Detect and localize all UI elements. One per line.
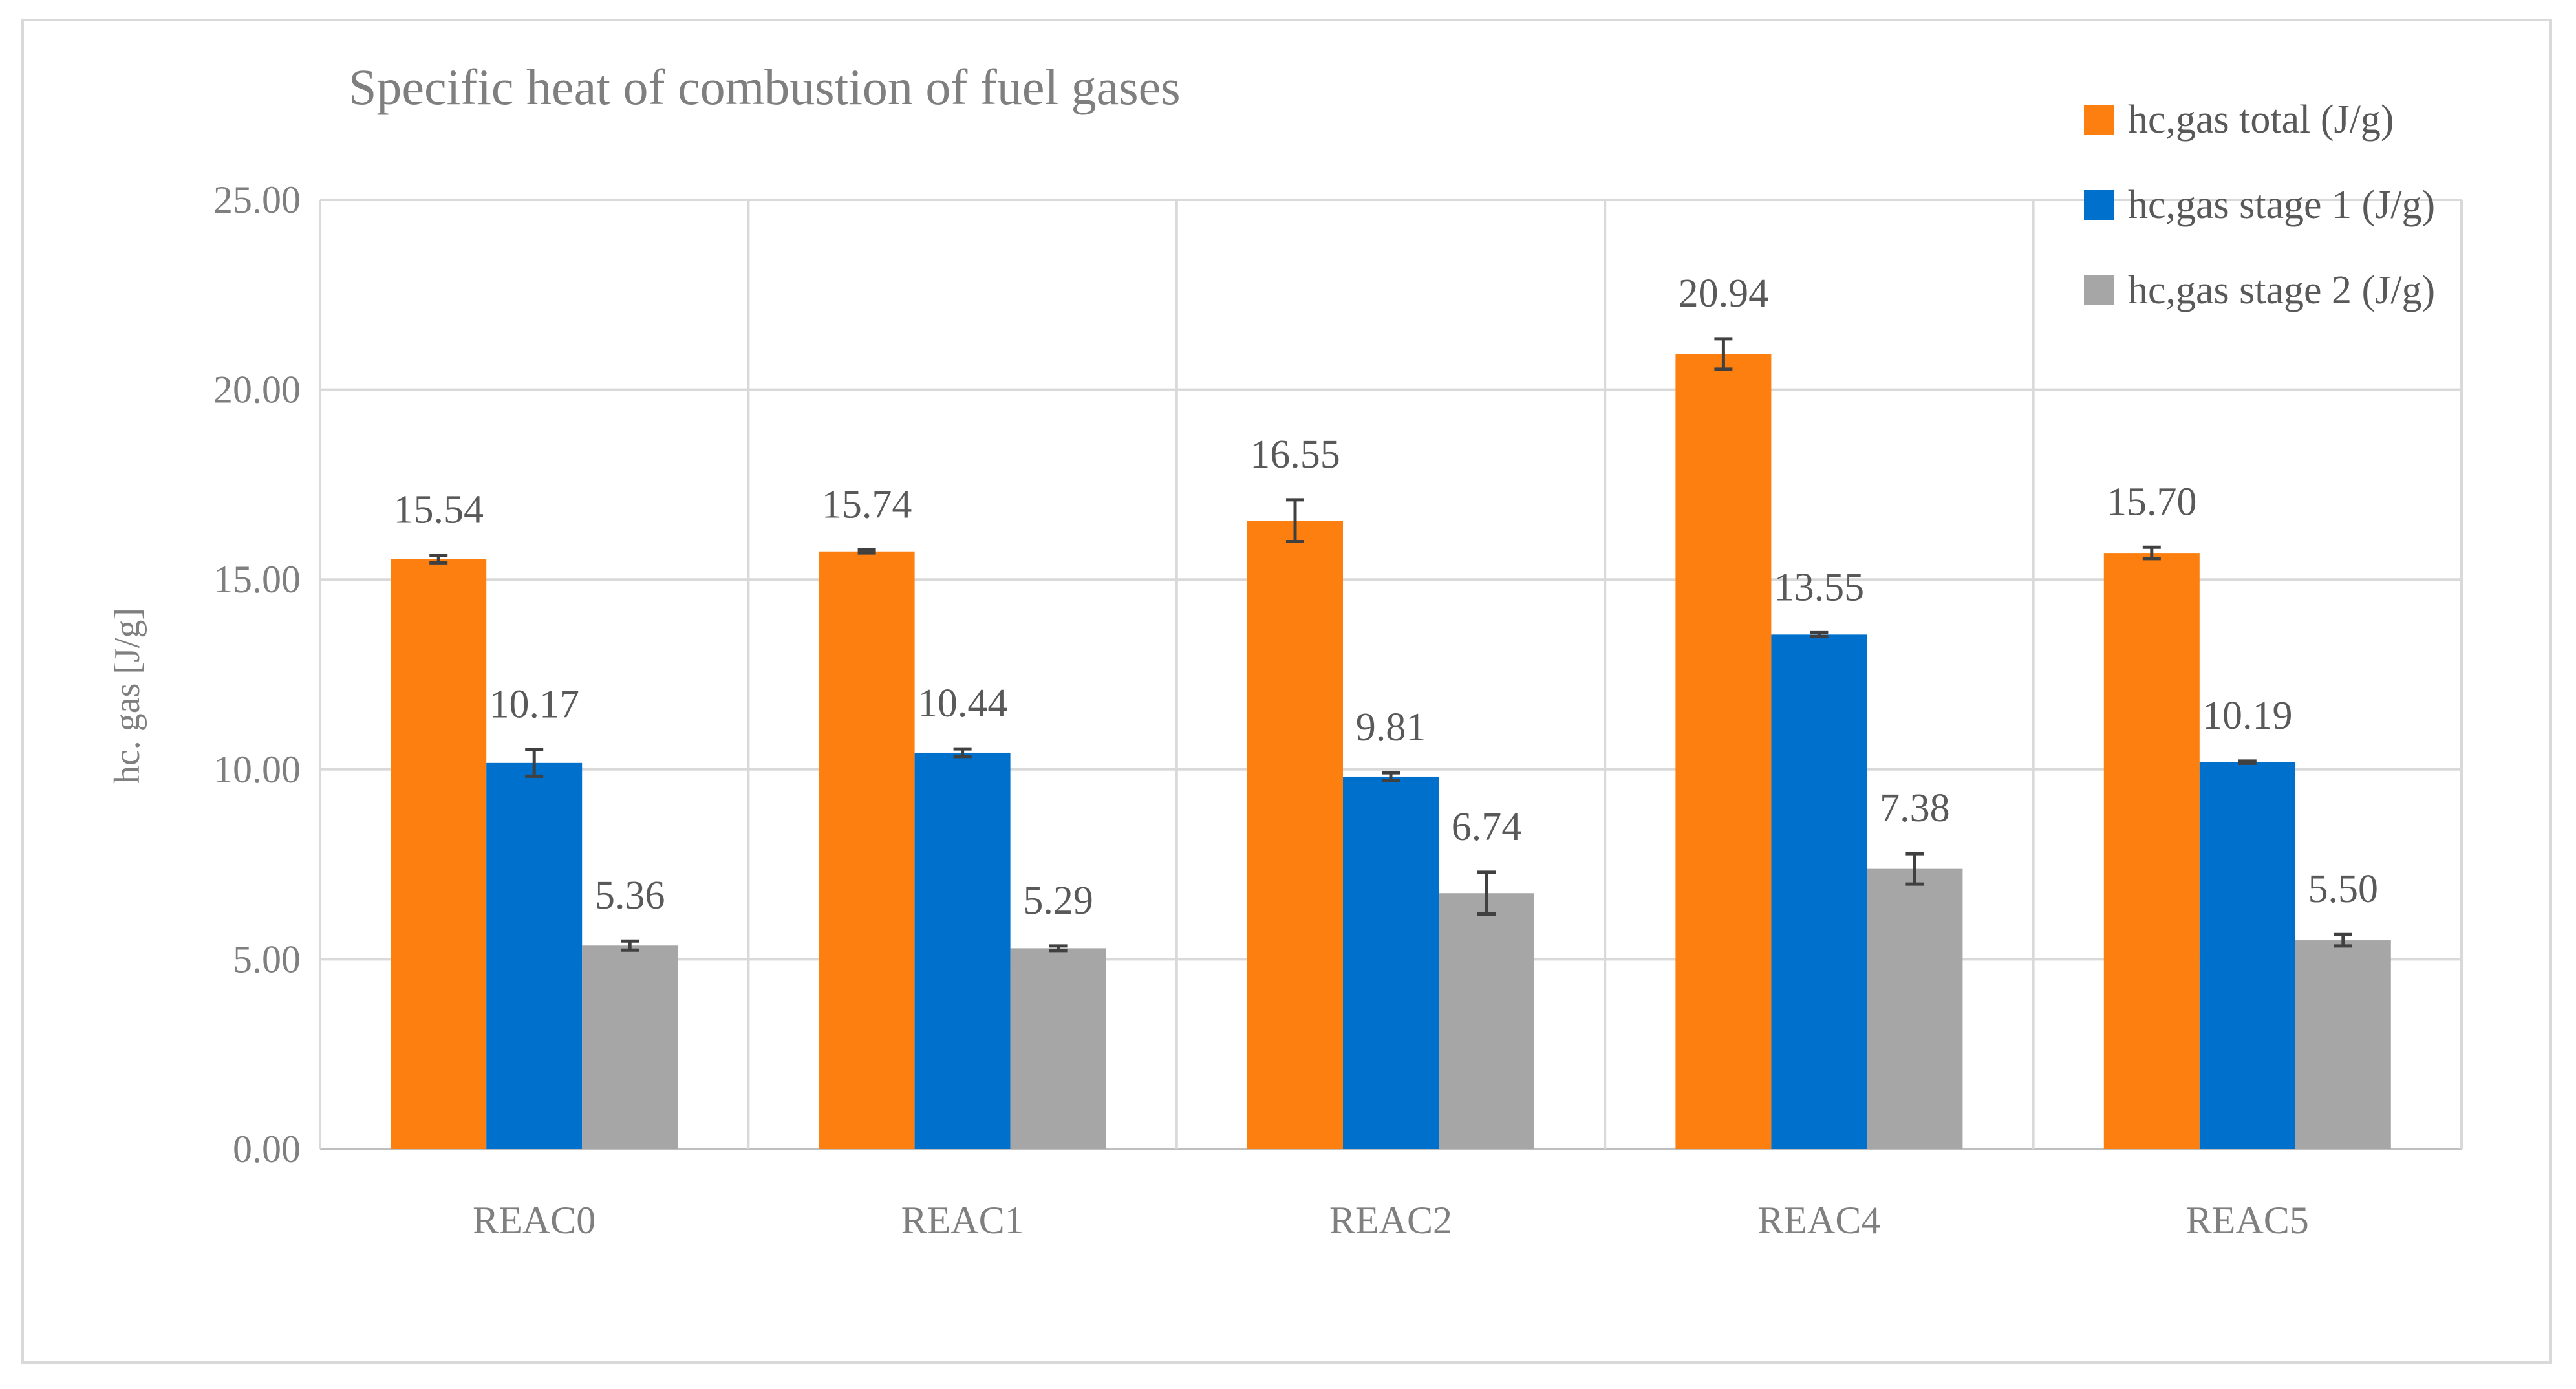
data-label: 16.55: [1250, 433, 1340, 477]
legend-swatch: [2084, 275, 2114, 305]
data-label: 15.54: [393, 488, 484, 532]
bar-reac0-series-1: [391, 559, 487, 1149]
data-label: 6.74: [1452, 805, 1522, 849]
data-label: 5.50: [2308, 867, 2379, 911]
legend-swatch: [2084, 190, 2114, 220]
data-label: 13.55: [1774, 565, 1865, 609]
bar-reac4-series-1: [1675, 354, 1772, 1149]
data-label: 15.70: [2107, 480, 2197, 524]
bar-reac1-series-2: [914, 752, 1011, 1149]
bar-reac2-series-3: [1439, 893, 1534, 1149]
bar-reac2-series-2: [1343, 776, 1439, 1149]
bar-reac4-series-2: [1771, 634, 1867, 1149]
x-tick-label: REAC1: [901, 1199, 1024, 1242]
x-tick-label: REAC0: [473, 1199, 596, 1242]
legend: hc,gas total (J/g) hc,gas stage 1 (J/g) hc…: [2084, 98, 2435, 312]
bar-reac5-series-1: [2103, 553, 2200, 1149]
y-tick-label: 25.00: [213, 178, 301, 221]
y-tick-label: 0.00: [233, 1128, 301, 1170]
chart-canvas: Specific heat of combustion of fuel gase…: [107, 59, 2463, 1242]
data-label: 10.44: [918, 682, 1008, 726]
label-layer: 15.54 10.17 5.36 REAC0 15.74 10.44 5.29 REAC1 16…: [393, 272, 2378, 1242]
y-tick-label: 10.00: [213, 748, 301, 791]
x-tick-label: REAC5: [2186, 1199, 2309, 1242]
bar-reac4-series-3: [1867, 868, 1963, 1149]
legend-entry: hc,gas stage 2 (J/g): [2128, 268, 2435, 312]
data-label: 10.17: [489, 682, 579, 726]
legend-swatch: [2084, 105, 2114, 135]
x-tick-label: REAC2: [1329, 1199, 1452, 1242]
bar-reac1-series-3: [1010, 948, 1106, 1149]
data-label: 20.94: [1679, 272, 1769, 316]
data-label: 10.19: [2202, 694, 2293, 738]
bar-reac1-series-1: [819, 551, 915, 1149]
data-label: 5.29: [1023, 879, 1093, 923]
y-tick-label: 15.00: [213, 558, 301, 601]
x-tick-label: REAC4: [1757, 1199, 1880, 1242]
data-label: 9.81: [1356, 705, 1426, 749]
bar-layer: [391, 337, 2391, 1149]
y-tick-label: 20.00: [213, 369, 301, 411]
legend-entry: hc,gas total (J/g): [2128, 98, 2394, 142]
data-label: 5.36: [595, 874, 665, 918]
bar-reac2-series-1: [1247, 521, 1343, 1149]
y-tick-label: 5.00: [233, 938, 301, 980]
bar-reac5-series-2: [2199, 762, 2295, 1149]
data-label: 7.38: [1880, 786, 1950, 830]
bar-reac5-series-3: [2295, 940, 2391, 1149]
data-label: 15.74: [822, 482, 912, 526]
chart-frame: Specific heat of combustion of fuel gase…: [21, 19, 2552, 1364]
bar-reac0-series-3: [582, 945, 678, 1149]
y-axis-label: hc. gas [J/g]: [107, 608, 147, 784]
chart-title: Specific heat of combustion of fuel gase…: [349, 59, 1181, 115]
bar-reac0-series-2: [486, 762, 583, 1149]
legend-entry: hc,gas stage 1 (J/g): [2128, 183, 2435, 227]
